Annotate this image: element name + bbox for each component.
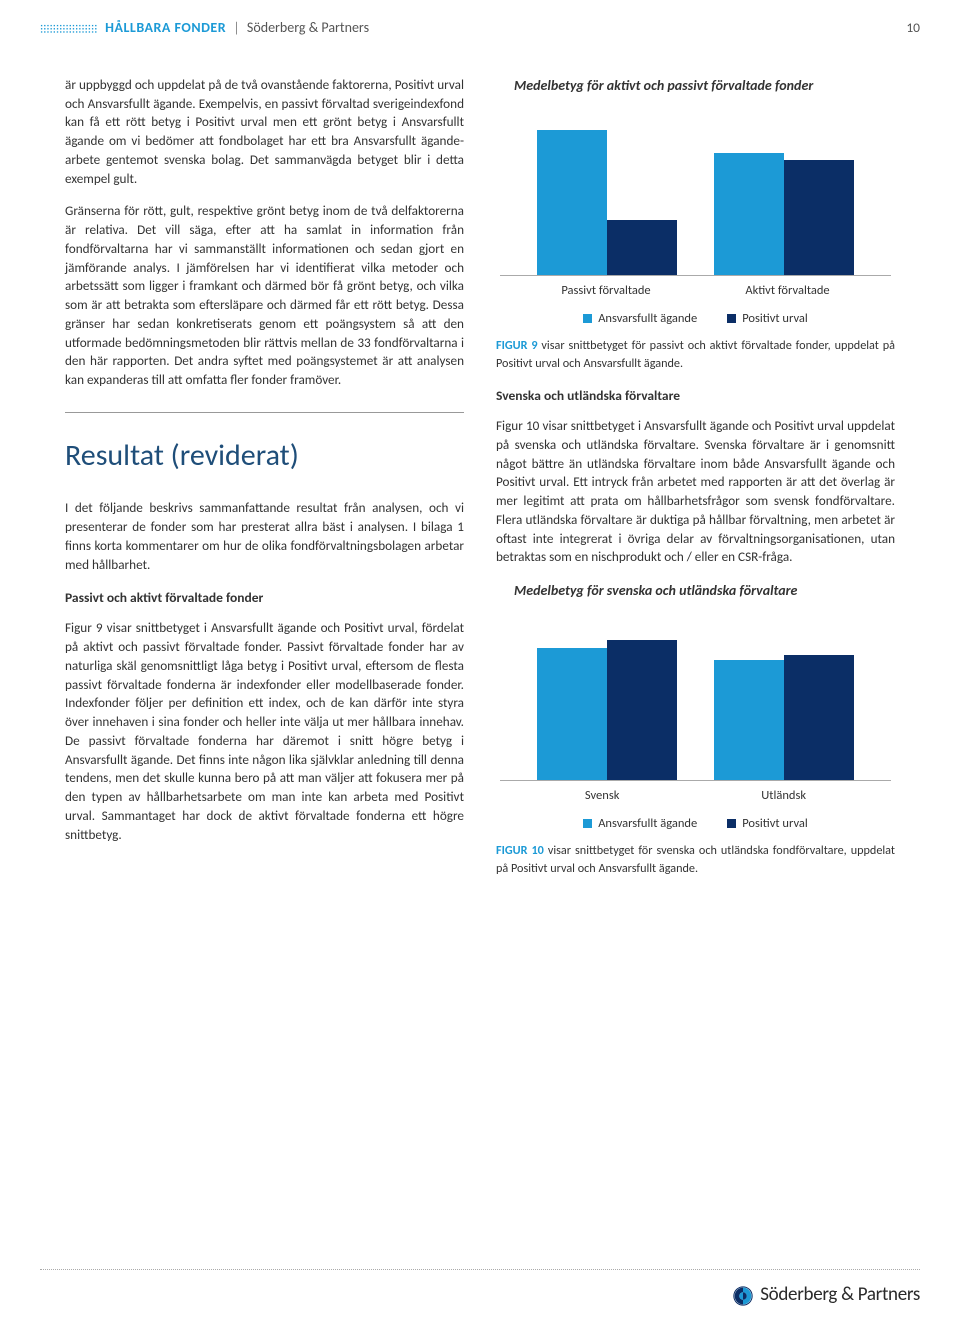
x-axis-label: Svensk bbox=[585, 787, 620, 805]
bar bbox=[607, 220, 677, 275]
content-columns: är uppbyggd och uppdelat på de två ovans… bbox=[65, 76, 895, 891]
header-company: Söderberg & Partners bbox=[247, 19, 369, 36]
chart2-x-labels: Svensk Utländsk bbox=[496, 787, 895, 805]
chart2-caption-text: visar snittbetyget för svenska och utlän… bbox=[496, 843, 895, 875]
footer-logo-text: Söderberg & Partners bbox=[760, 1282, 920, 1309]
legend-swatch bbox=[727, 314, 736, 323]
chart2-legend: Ansvarsfullt ägande Positivt urval bbox=[496, 815, 895, 833]
right-para-1: Figur 10 visar snittbetyget i Ansvarsful… bbox=[496, 417, 895, 567]
chart1-plot-area bbox=[500, 106, 891, 276]
section-divider bbox=[65, 412, 464, 413]
legend-swatch bbox=[727, 819, 736, 828]
bar-group bbox=[714, 655, 854, 780]
legend-label: Positivt urval bbox=[742, 815, 808, 833]
chart1-title: Medelbetyg för aktivt och passivt förval… bbox=[496, 76, 895, 96]
chart2: Svensk Utländsk Ansvarsfullt ägande Positi… bbox=[496, 611, 895, 833]
bar bbox=[784, 655, 854, 780]
chart2-title: Medelbetyg för svenska och utländska för… bbox=[496, 581, 895, 601]
legend-swatch bbox=[583, 819, 592, 828]
bar bbox=[714, 153, 784, 275]
left-para-4: Figur 9 visar snittbetyget i Ansvarsfull… bbox=[65, 619, 464, 844]
chart1-caption-text: visar snittbetyget för passivt och aktiv… bbox=[496, 338, 895, 370]
page-footer: Söderberg & Partners bbox=[40, 1269, 920, 1309]
header-title: HÅLLBARA FONDER bbox=[105, 19, 226, 36]
chart1-caption-label: FIGUR 9 bbox=[496, 338, 538, 353]
bar bbox=[537, 648, 607, 780]
legend-swatch bbox=[583, 314, 592, 323]
page-header: HÅLLBARA FONDER | Söderberg & Partners 1… bbox=[40, 18, 920, 38]
header-separator: | bbox=[233, 19, 239, 36]
left-column: är uppbyggd och uppdelat på de två ovans… bbox=[65, 76, 464, 891]
subheading-passivt-aktivt: Passivt och aktivt förvaltade fonder bbox=[65, 588, 464, 607]
subheading-svenska-utlandska: Svenska och utländska förvaltare bbox=[496, 386, 895, 405]
right-column: Medelbetyg för aktivt och passivt förval… bbox=[496, 76, 895, 891]
footer-logo: Söderberg & Partners bbox=[733, 1282, 920, 1309]
chart1: Passivt förvaltade Aktivt förvaltade Ansv… bbox=[496, 106, 895, 328]
legend-item: Ansvarsfullt ägande bbox=[583, 815, 697, 833]
legend-item: Positivt urval bbox=[727, 310, 808, 328]
bar-group bbox=[537, 130, 677, 275]
left-para-1: är uppbyggd och uppdelat på de två ovans… bbox=[65, 76, 464, 188]
soderberg-logo-icon bbox=[733, 1286, 753, 1306]
left-para-2: Gränserna för rött, gult, respektive grö… bbox=[65, 202, 464, 389]
bar-group bbox=[714, 153, 854, 275]
chart2-plot-area bbox=[500, 611, 891, 781]
bar-group bbox=[537, 640, 677, 780]
section-heading-resultat: Resultat (reviderat) bbox=[65, 435, 464, 478]
x-axis-label: Passivt förvaltade bbox=[561, 282, 650, 300]
header-left: HÅLLBARA FONDER | Söderberg & Partners bbox=[40, 18, 369, 38]
chart2-caption-label: FIGUR 10 bbox=[496, 843, 544, 858]
legend-item: Ansvarsfullt ägande bbox=[583, 310, 697, 328]
bar bbox=[714, 660, 784, 780]
left-para-3: I det följande beskrivs sammanfattande r… bbox=[65, 499, 464, 574]
header-dots-icon bbox=[40, 24, 98, 34]
legend-item: Positivt urval bbox=[727, 815, 808, 833]
legend-label: Positivt urval bbox=[742, 310, 808, 328]
chart1-caption: FIGUR 9 visar snittbetyget för passivt o… bbox=[496, 337, 895, 372]
chart1-x-labels: Passivt förvaltade Aktivt förvaltade bbox=[496, 282, 895, 300]
chart2-caption: FIGUR 10 visar snittbetyget för svenska … bbox=[496, 842, 895, 877]
legend-label: Ansvarsfullt ägande bbox=[598, 310, 697, 328]
x-axis-label: Utländsk bbox=[761, 787, 806, 805]
bar bbox=[607, 640, 677, 780]
chart1-legend: Ansvarsfullt ägande Positivt urval bbox=[496, 310, 895, 328]
bar bbox=[537, 130, 607, 275]
x-axis-label: Aktivt förvaltade bbox=[745, 282, 829, 300]
legend-label: Ansvarsfullt ägande bbox=[598, 815, 697, 833]
page-number: 10 bbox=[906, 18, 920, 37]
bar bbox=[784, 160, 854, 275]
